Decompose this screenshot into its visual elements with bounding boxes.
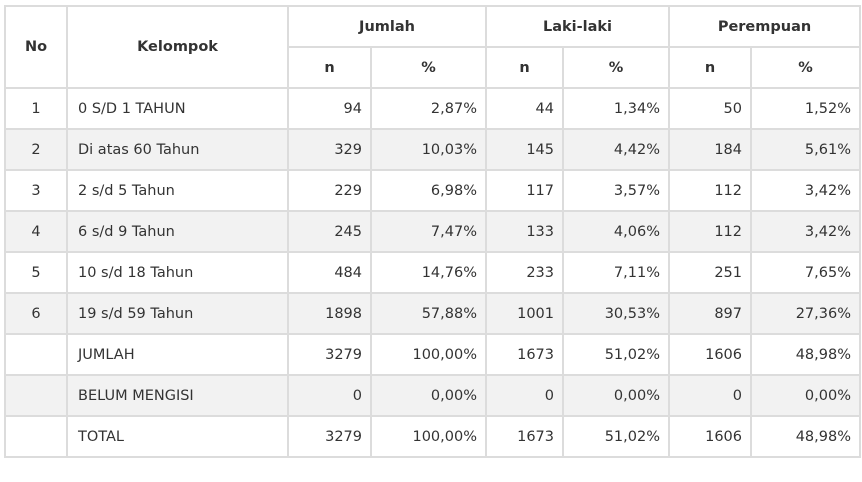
cell-laki-pct: 3,57% bbox=[562, 169, 670, 212]
cell-laki-pct: 51,02% bbox=[562, 415, 670, 458]
statistics-table-container: No Kelompok Jumlah Laki-laki Perempuan n… bbox=[4, 5, 861, 458]
cell-jumlah-n: 484 bbox=[287, 251, 372, 294]
cell-laki-pct: 51,02% bbox=[562, 333, 670, 376]
cell-perempuan-pct: 48,98% bbox=[750, 333, 861, 376]
population-statistics-table: No Kelompok Jumlah Laki-laki Perempuan n… bbox=[4, 5, 861, 458]
header-kelompok: Kelompok bbox=[66, 5, 289, 89]
cell-kelompok: TOTAL bbox=[66, 415, 289, 458]
header-laki-n: n bbox=[485, 46, 564, 89]
table-row: 5 10 s/d 18 Tahun 484 14,76% 233 7,11% 251 7,65… bbox=[4, 251, 861, 294]
cell-jumlah-pct: 57,88% bbox=[370, 292, 487, 335]
cell-perempuan-n: 112 bbox=[668, 210, 752, 253]
cell-jumlah-n: 3279 bbox=[287, 333, 372, 376]
cell-no: 5 bbox=[4, 251, 68, 294]
cell-jumlah-n: 245 bbox=[287, 210, 372, 253]
cell-laki-pct: 0,00% bbox=[562, 374, 670, 417]
cell-perempuan-n: 0 bbox=[668, 374, 752, 417]
cell-perempuan-n: 50 bbox=[668, 87, 752, 130]
cell-laki-n: 44 bbox=[485, 87, 564, 130]
cell-jumlah-pct: 14,76% bbox=[370, 251, 487, 294]
cell-kelompok: JUMLAH bbox=[66, 333, 289, 376]
cell-laki-n: 0 bbox=[485, 374, 564, 417]
cell-no bbox=[4, 415, 68, 458]
cell-perempuan-n: 112 bbox=[668, 169, 752, 212]
header-jumlah-pct: % bbox=[370, 46, 487, 89]
cell-perempuan-pct: 5,61% bbox=[750, 128, 861, 171]
cell-perempuan-pct: 27,36% bbox=[750, 292, 861, 335]
cell-perempuan-n: 1606 bbox=[668, 415, 752, 458]
cell-no: 2 bbox=[4, 128, 68, 171]
cell-perempuan-n: 1606 bbox=[668, 333, 752, 376]
cell-jumlah-pct: 100,00% bbox=[370, 333, 487, 376]
cell-no: 3 bbox=[4, 169, 68, 212]
cell-kelompok: 19 s/d 59 Tahun bbox=[66, 292, 289, 335]
cell-jumlah-pct: 10,03% bbox=[370, 128, 487, 171]
cell-laki-n: 233 bbox=[485, 251, 564, 294]
cell-kelompok: BELUM MENGISI bbox=[66, 374, 289, 417]
table-row: BELUM MENGISI 0 0,00% 0 0,00% 0 0,00% bbox=[4, 374, 861, 417]
cell-perempuan-pct: 0,00% bbox=[750, 374, 861, 417]
cell-kelompok: 6 s/d 9 Tahun bbox=[66, 210, 289, 253]
cell-laki-pct: 7,11% bbox=[562, 251, 670, 294]
cell-jumlah-pct: 0,00% bbox=[370, 374, 487, 417]
cell-laki-n: 145 bbox=[485, 128, 564, 171]
cell-no: 6 bbox=[4, 292, 68, 335]
header-jumlah-n: n bbox=[287, 46, 372, 89]
header-perempuan-pct: % bbox=[750, 46, 861, 89]
header-perempuan-n: n bbox=[668, 46, 752, 89]
cell-perempuan-pct: 1,52% bbox=[750, 87, 861, 130]
cell-perempuan-n: 184 bbox=[668, 128, 752, 171]
header-no: No bbox=[4, 5, 68, 89]
cell-kelompok: 0 S/D 1 TAHUN bbox=[66, 87, 289, 130]
cell-jumlah-pct: 2,87% bbox=[370, 87, 487, 130]
cell-jumlah-n: 0 bbox=[287, 374, 372, 417]
cell-laki-pct: 4,06% bbox=[562, 210, 670, 253]
cell-laki-n: 117 bbox=[485, 169, 564, 212]
cell-laki-n: 133 bbox=[485, 210, 564, 253]
header-perempuan: Perempuan bbox=[668, 5, 861, 48]
cell-jumlah-n: 3279 bbox=[287, 415, 372, 458]
cell-kelompok: 2 s/d 5 Tahun bbox=[66, 169, 289, 212]
cell-jumlah-pct: 6,98% bbox=[370, 169, 487, 212]
cell-no: 1 bbox=[4, 87, 68, 130]
cell-laki-n: 1673 bbox=[485, 333, 564, 376]
cell-no bbox=[4, 333, 68, 376]
cell-jumlah-n: 229 bbox=[287, 169, 372, 212]
header-laki-pct: % bbox=[562, 46, 670, 89]
header-laki-laki: Laki-laki bbox=[485, 5, 670, 48]
table-row: 6 19 s/d 59 Tahun 1898 57,88% 1001 30,53% 897 2… bbox=[4, 292, 861, 335]
table-row: 2 Di atas 60 Tahun 329 10,03% 145 4,42% 184 5,6… bbox=[4, 128, 861, 171]
cell-perempuan-n: 251 bbox=[668, 251, 752, 294]
cell-laki-pct: 1,34% bbox=[562, 87, 670, 130]
cell-perempuan-pct: 3,42% bbox=[750, 169, 861, 212]
cell-jumlah-n: 329 bbox=[287, 128, 372, 171]
cell-kelompok: Di atas 60 Tahun bbox=[66, 128, 289, 171]
cell-laki-n: 1673 bbox=[485, 415, 564, 458]
cell-jumlah-pct: 100,00% bbox=[370, 415, 487, 458]
cell-jumlah-n: 94 bbox=[287, 87, 372, 130]
cell-perempuan-n: 897 bbox=[668, 292, 752, 335]
cell-kelompok: 10 s/d 18 Tahun bbox=[66, 251, 289, 294]
cell-perempuan-pct: 3,42% bbox=[750, 210, 861, 253]
cell-laki-n: 1001 bbox=[485, 292, 564, 335]
table-row: JUMLAH 3279 100,00% 1673 51,02% 1606 48,98% bbox=[4, 333, 861, 376]
cell-jumlah-pct: 7,47% bbox=[370, 210, 487, 253]
cell-perempuan-pct: 7,65% bbox=[750, 251, 861, 294]
table-row: TOTAL 3279 100,00% 1673 51,02% 1606 48,98% bbox=[4, 415, 861, 458]
cell-laki-pct: 30,53% bbox=[562, 292, 670, 335]
cell-laki-pct: 4,42% bbox=[562, 128, 670, 171]
cell-jumlah-n: 1898 bbox=[287, 292, 372, 335]
cell-no: 4 bbox=[4, 210, 68, 253]
cell-perempuan-pct: 48,98% bbox=[750, 415, 861, 458]
cell-no bbox=[4, 374, 68, 417]
header-jumlah: Jumlah bbox=[287, 5, 487, 48]
